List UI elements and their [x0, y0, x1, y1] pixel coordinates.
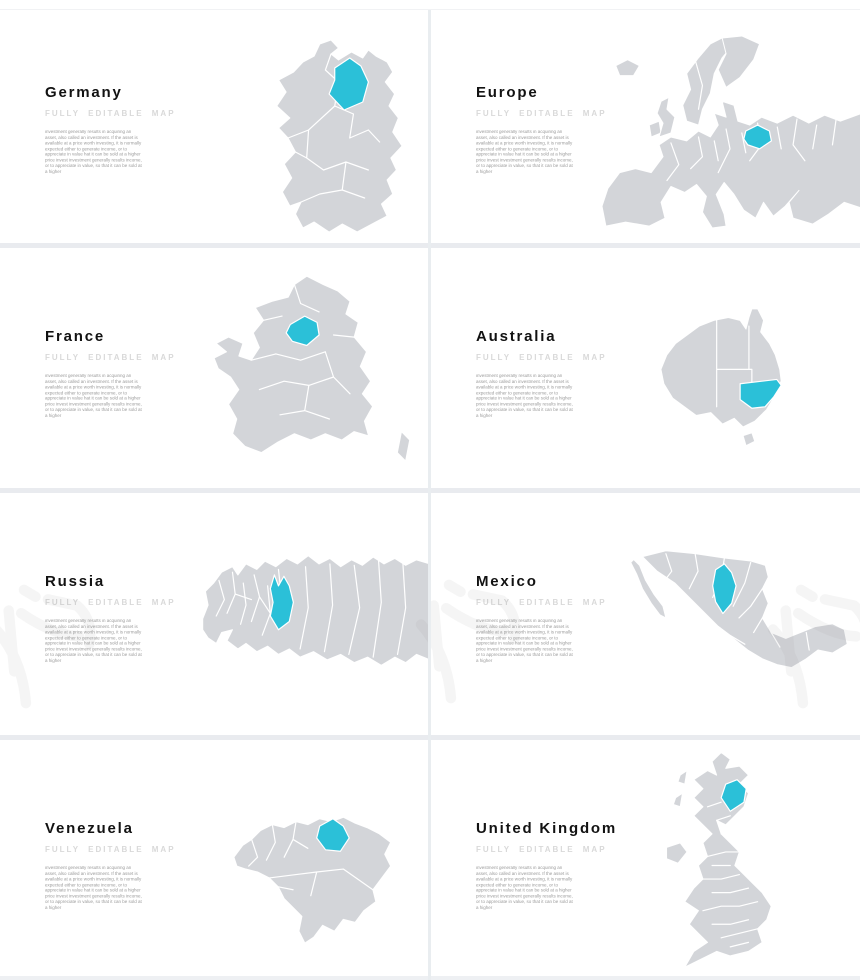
- highlighted-region: [317, 819, 350, 852]
- slide-venezuela[interactable]: Venezuela FULLY EDITABLE MAP investment …: [0, 740, 428, 980]
- slide-title: Mexico: [476, 573, 538, 590]
- slide-body-text: investment generally results in acquirin…: [476, 130, 573, 174]
- australia-map: [658, 306, 812, 450]
- slide-title: Russia: [45, 573, 105, 590]
- slide-text-block: Mexico FULLY EDITABLE MAP investment gen…: [476, 573, 616, 679]
- venezuela-map: [228, 798, 398, 946]
- france-map: [210, 272, 420, 482]
- slide-body-text: investment generally results in acquirin…: [45, 619, 142, 663]
- slide-text-block: Germany FULLY EDITABLE MAP investment ge…: [45, 84, 185, 190]
- slide-body-text: investment generally results in acquirin…: [476, 374, 573, 418]
- slide-france[interactable]: France FULLY EDITABLE MAP investment gen…: [0, 248, 428, 488]
- germany-map: [245, 38, 417, 238]
- slide-mexico[interactable]: Mexico FULLY EDITABLE MAP investment gen…: [431, 493, 860, 735]
- slide-body-text: investment generally results in acquirin…: [45, 866, 142, 910]
- highlighted-region: [721, 780, 746, 812]
- slide-text-block: Russia FULLY EDITABLE MAP investment gen…: [45, 573, 185, 679]
- highlighted-region: [270, 575, 293, 630]
- slide-body-text: investment generally results in acquirin…: [45, 374, 142, 418]
- slide-subtitle: FULLY EDITABLE MAP: [45, 353, 176, 362]
- slide-text-block: Europe FULLY EDITABLE MAP investment gen…: [476, 84, 616, 190]
- slide-australia[interactable]: Australia FULLY EDITABLE MAP investment …: [431, 248, 860, 488]
- slide-body-text: investment generally results in acquirin…: [476, 619, 573, 663]
- top-border-line: [0, 9, 860, 10]
- slide-title: Australia: [476, 328, 557, 345]
- slide-united-kingdom[interactable]: United Kingdom FULLY EDITABLE MAP invest…: [431, 740, 860, 980]
- europe-map: [600, 34, 860, 232]
- slide-title: Venezuela: [45, 820, 134, 837]
- slide-subtitle: FULLY EDITABLE MAP: [476, 845, 607, 854]
- highlighted-region: [740, 379, 781, 408]
- slide-text-block: United Kingdom FULLY EDITABLE MAP invest…: [476, 820, 616, 926]
- slide-title: France: [45, 328, 105, 345]
- highlighted-region: [744, 125, 772, 149]
- slide-subtitle: FULLY EDITABLE MAP: [45, 109, 176, 118]
- highlighted-region: [713, 564, 736, 614]
- russia-map: [200, 553, 428, 690]
- slide-title: United Kingdom: [476, 820, 618, 837]
- highlighted-region: [329, 58, 368, 110]
- column-divider: [428, 10, 431, 980]
- slide-subtitle: FULLY EDITABLE MAP: [476, 109, 607, 118]
- slide-title: Europe: [476, 84, 539, 101]
- slide-body-text: investment generally results in acquirin…: [476, 866, 573, 910]
- slide-subtitle: FULLY EDITABLE MAP: [476, 353, 607, 362]
- slide-subtitle: FULLY EDITABLE MAP: [45, 845, 176, 854]
- slide-europe[interactable]: Europe FULLY EDITABLE MAP investment gen…: [431, 10, 860, 243]
- slide-body-text: investment generally results in acquirin…: [45, 130, 142, 174]
- united-kingdom-map: [662, 748, 794, 974]
- slide-russia[interactable]: Russia FULLY EDITABLE MAP investment gen…: [0, 493, 428, 735]
- highlighted-region: [286, 316, 319, 345]
- slide-text-block: Australia FULLY EDITABLE MAP investment …: [476, 328, 616, 434]
- mexico-map: [622, 542, 856, 688]
- slide-title: Germany: [45, 84, 123, 101]
- slide-text-block: Venezuela FULLY EDITABLE MAP investment …: [45, 820, 185, 926]
- slide-subtitle: FULLY EDITABLE MAP: [45, 598, 176, 607]
- slide-text-block: France FULLY EDITABLE MAP investment gen…: [45, 328, 185, 434]
- slide-subtitle: FULLY EDITABLE MAP: [476, 598, 607, 607]
- slide-germany[interactable]: Germany FULLY EDITABLE MAP investment ge…: [0, 10, 428, 243]
